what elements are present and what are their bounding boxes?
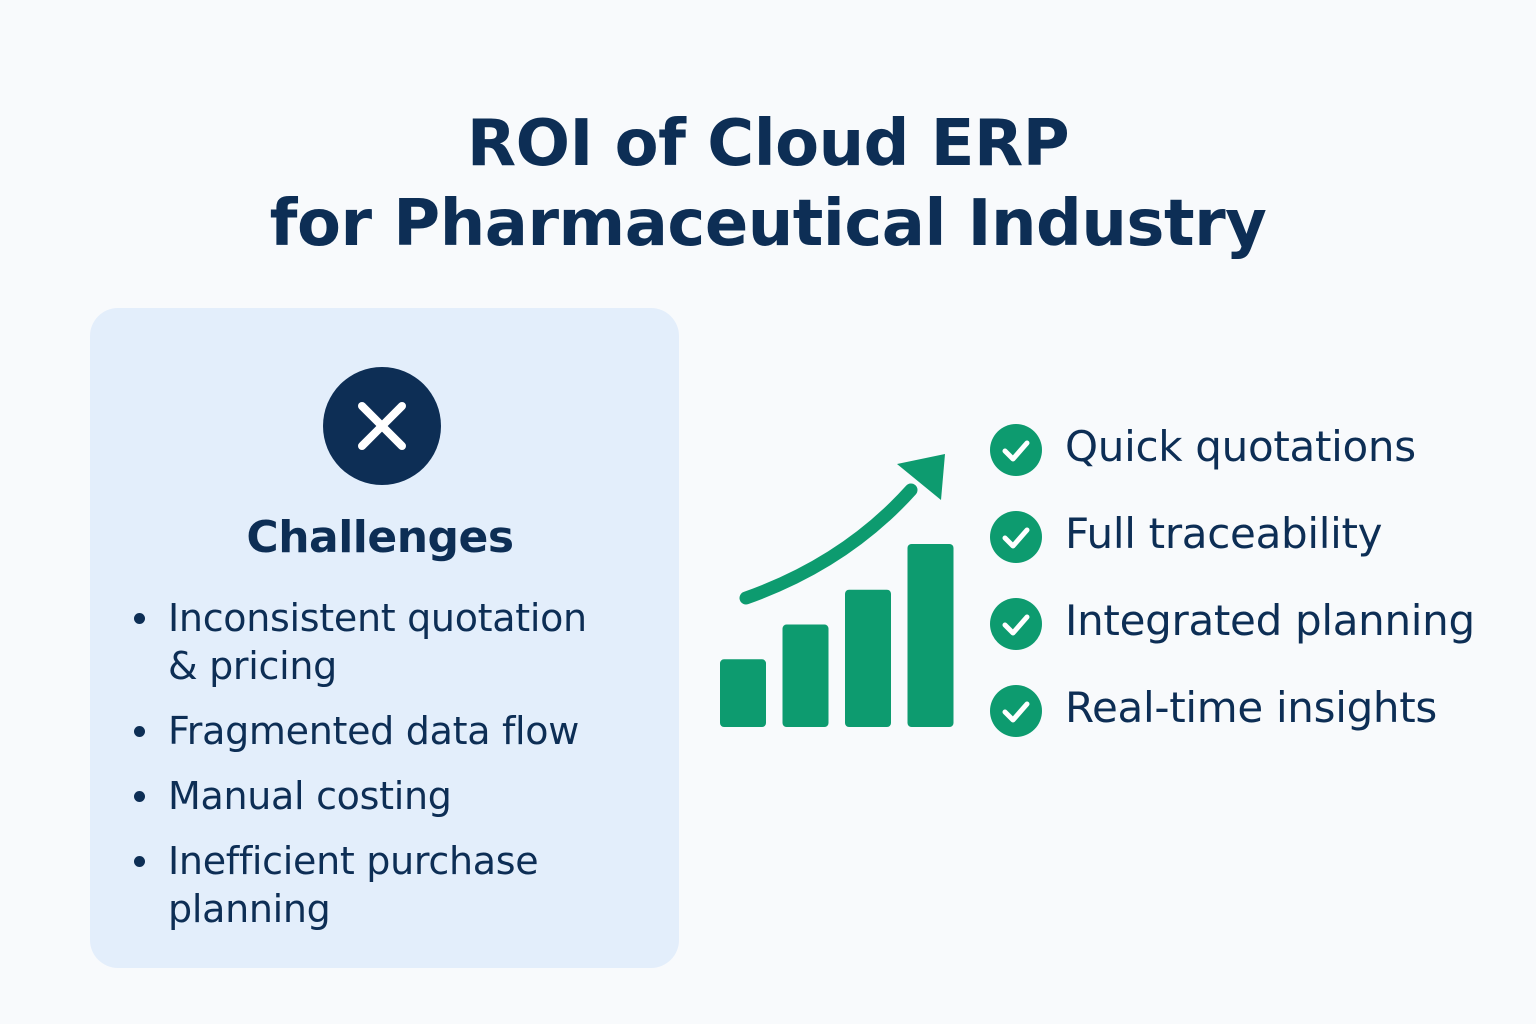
benefit-item: Real-time insights xyxy=(990,681,1530,768)
check-circle-icon xyxy=(990,424,1042,476)
growth-arrow-head xyxy=(897,454,945,500)
bullet-icon xyxy=(134,613,145,624)
growth-bar xyxy=(782,624,829,727)
page-title-line1: ROI of Cloud ERP xyxy=(466,107,1070,181)
challenge-item: Inconsistent quotation & pricing xyxy=(130,594,650,690)
challenge-item-line1: Inconsistent quotation xyxy=(168,596,587,640)
benefit-item: Full traceability xyxy=(990,507,1530,594)
bullet-icon xyxy=(134,791,145,802)
growth-chart-icon xyxy=(720,454,954,727)
x-icon xyxy=(323,367,441,485)
challenges-list: Inconsistent quotation & pricing Fragmen… xyxy=(130,594,650,950)
benefit-label: Integrated planning xyxy=(1065,596,1475,645)
growth-bar xyxy=(845,589,891,727)
growth-bar xyxy=(720,659,766,727)
bullet-icon xyxy=(134,726,145,737)
page-title: ROI of Cloud ERP for Pharmaceutical Indu… xyxy=(0,104,1536,264)
challenges-card: Challenges Inconsistent quotation & pric… xyxy=(90,308,679,968)
challenge-item-line1: Fragmented data flow xyxy=(168,709,580,753)
challenge-item-line2: planning xyxy=(168,887,331,931)
benefit-label: Quick quotations xyxy=(1065,422,1416,471)
challenge-item: Inefficient purchase planning xyxy=(130,837,650,933)
page-title-line2: for Pharmaceutical Industry xyxy=(269,187,1267,261)
benefit-item: Quick quotations xyxy=(990,420,1530,507)
challenge-item-line1: Manual costing xyxy=(168,774,452,818)
benefit-label: Real-time insights xyxy=(1065,683,1438,732)
bullet-icon xyxy=(134,856,145,867)
challenge-item: Fragmented data flow xyxy=(130,707,650,755)
check-circle-icon xyxy=(990,511,1042,563)
check-circle-icon xyxy=(990,685,1042,737)
challenge-item-line2: & pricing xyxy=(168,644,337,688)
growth-arrow-curve xyxy=(739,483,918,605)
check-circle-icon xyxy=(990,598,1042,650)
benefits-list: Quick quotations Full traceability Integ… xyxy=(990,420,1530,768)
growth-bar xyxy=(907,544,954,727)
benefit-item: Integrated planning xyxy=(990,594,1530,681)
challenges-heading: Challenges xyxy=(246,512,514,563)
challenge-item-line1: Inefficient purchase xyxy=(168,839,539,883)
challenge-item: Manual costing xyxy=(130,772,650,820)
benefit-label: Full traceability xyxy=(1065,509,1383,558)
